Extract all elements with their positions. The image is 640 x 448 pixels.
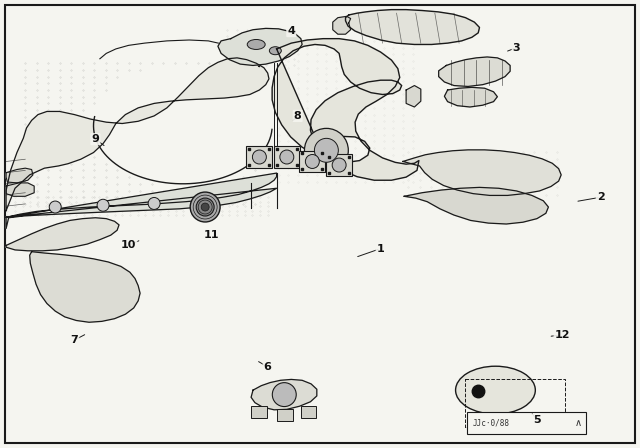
Text: 10: 10	[121, 241, 136, 250]
Text: ∧: ∧	[575, 418, 582, 427]
Ellipse shape	[456, 366, 535, 414]
Text: 8: 8	[294, 111, 301, 121]
Text: 7: 7	[70, 335, 78, 345]
Text: 4: 4	[287, 26, 295, 36]
Text: 5: 5	[533, 414, 541, 425]
Polygon shape	[333, 16, 351, 34]
Polygon shape	[403, 150, 561, 195]
Polygon shape	[444, 87, 497, 107]
Text: 1: 1	[377, 244, 385, 254]
Bar	[301, 406, 317, 418]
Circle shape	[49, 201, 61, 213]
Text: 12: 12	[555, 330, 570, 340]
Polygon shape	[6, 168, 33, 183]
Circle shape	[196, 198, 214, 216]
Circle shape	[148, 198, 160, 209]
Polygon shape	[346, 9, 479, 44]
Bar	[274, 146, 300, 168]
Polygon shape	[6, 58, 269, 211]
Circle shape	[201, 203, 209, 211]
Circle shape	[305, 129, 348, 172]
Polygon shape	[6, 173, 276, 228]
Bar	[277, 409, 293, 421]
Bar	[300, 151, 325, 172]
Text: 2: 2	[597, 192, 605, 202]
Bar	[465, 379, 565, 427]
Ellipse shape	[269, 47, 282, 55]
Bar	[467, 412, 586, 434]
Circle shape	[314, 138, 339, 162]
Circle shape	[97, 199, 109, 211]
Circle shape	[280, 150, 294, 164]
Text: 11: 11	[204, 230, 220, 240]
Polygon shape	[404, 187, 548, 224]
Text: JJc·0/88: JJc·0/88	[473, 418, 509, 427]
Bar	[252, 405, 268, 418]
Circle shape	[332, 158, 346, 172]
Ellipse shape	[247, 39, 265, 49]
Circle shape	[305, 155, 319, 168]
Polygon shape	[406, 86, 421, 107]
Polygon shape	[29, 252, 140, 322]
Circle shape	[190, 192, 220, 222]
Polygon shape	[6, 218, 119, 251]
Polygon shape	[218, 28, 302, 65]
Bar	[246, 146, 273, 168]
Polygon shape	[6, 183, 34, 196]
Polygon shape	[272, 39, 419, 180]
Text: 3: 3	[513, 43, 520, 52]
Text: 9: 9	[92, 134, 99, 144]
Bar	[326, 154, 352, 176]
Text: 6: 6	[264, 362, 271, 372]
Circle shape	[252, 150, 266, 164]
Circle shape	[272, 383, 296, 407]
Polygon shape	[438, 57, 510, 86]
Polygon shape	[251, 379, 317, 410]
